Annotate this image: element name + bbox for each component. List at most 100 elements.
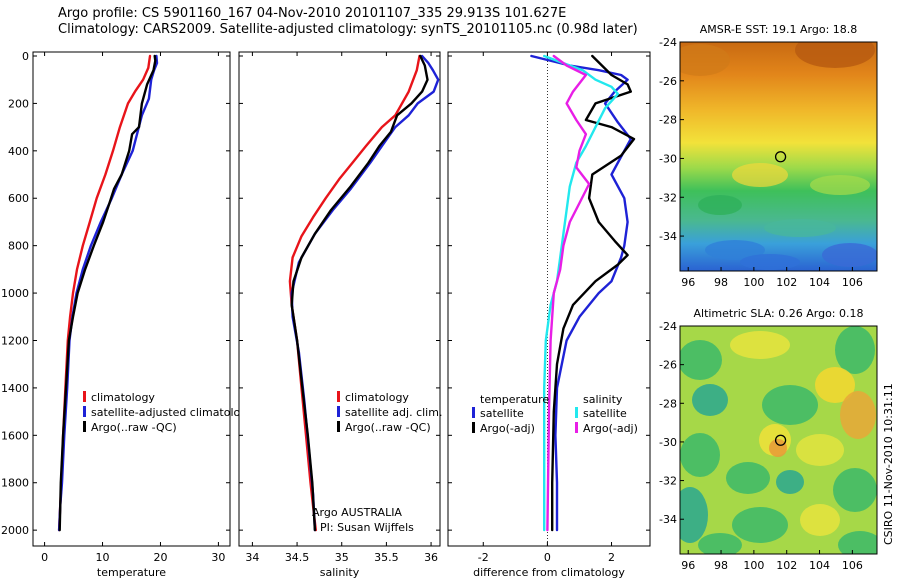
sla-patch (680, 487, 708, 543)
map-frame (679, 325, 878, 555)
x-axis-label: difference from climatology (473, 566, 625, 579)
x-tick-label: 2 (608, 551, 615, 564)
legend: climatology satellite adj. clim. Argo(..ra… (337, 391, 442, 434)
map-y-tick-label: -28 (659, 114, 677, 127)
sst-patch (822, 243, 877, 267)
map-y-tick-label: -30 (659, 152, 677, 165)
plot-frame (238, 51, 441, 547)
x-tick-label: 34 (245, 551, 259, 564)
legend-label: Argo(..raw -QC) (91, 421, 177, 434)
y-tick-label: 600 (8, 192, 29, 205)
map-y-tick-label: -30 (659, 436, 677, 449)
x-tick-label: 35 (335, 551, 349, 564)
map-y-tick-label: -34 (659, 230, 677, 243)
series-line-blue (530, 54, 632, 532)
profile-panel-3: -2 0 2 difference from climatology temperatu… (447, 51, 651, 579)
x-tick-label: 0 (41, 551, 48, 564)
legend-label: Argo(-adj) (583, 422, 638, 435)
sst-patch (698, 195, 742, 215)
y-tick-label: 0 (22, 50, 29, 63)
map-y-tick-label: -24 (659, 36, 677, 49)
x-tick-label: 36 (424, 551, 438, 564)
map-y-tick-label: -32 (659, 475, 677, 488)
sla-patch (726, 462, 770, 494)
map-y-tick-label: -26 (659, 359, 677, 372)
map-x-tick-label: 98 (714, 276, 728, 289)
map-x-tick-label: 96 (681, 276, 695, 289)
x-tick-label: -2 (478, 551, 489, 564)
map-x-tick-label: 96 (681, 559, 695, 572)
sst-patch (795, 42, 875, 68)
y-tick-label: 2000 (1, 524, 29, 537)
legend-swatch-magenta (575, 422, 578, 433)
argo-position-marker (774, 434, 787, 446)
x-axis-label: temperature (97, 566, 166, 579)
legend-swatch-black (83, 421, 86, 432)
x-tick-label: 10 (96, 551, 110, 564)
sla-patch (838, 531, 877, 554)
map-panel-sst: AMSR-E SST: 19.1 Argo: 18.8 96 98 100 102 104… (659, 23, 878, 289)
sst-patch (680, 44, 730, 76)
credit-line2: PI: Susan Wijffels (320, 521, 414, 534)
legend-label: satellite (583, 407, 627, 420)
legend-heading: temperature (480, 393, 549, 406)
x-axis-label: salinity (320, 566, 360, 579)
legend-swatch-black (337, 421, 340, 432)
y-tick-label: 1000 (1, 287, 29, 300)
sst-patch (705, 240, 765, 260)
map-y-tick-label: -32 (659, 191, 677, 204)
legend-swatch-blue (83, 406, 86, 417)
y-tick-label: 1400 (1, 382, 29, 395)
legend-label: satellite (480, 407, 524, 420)
legend-label: Argo(-adj) (480, 422, 535, 435)
map-y-tick-label: -24 (659, 320, 677, 333)
map-title: AMSR-E SST: 19.1 Argo: 18.8 (700, 23, 858, 36)
map-x-tick-label: 104 (809, 276, 830, 289)
legend-label: climatology (345, 391, 409, 404)
map-field (680, 42, 877, 271)
sla-patch (815, 367, 855, 403)
sla-patch (692, 384, 728, 416)
map-x-tick-label: 98 (714, 559, 728, 572)
argo-position-marker (774, 151, 787, 163)
map-x-tick-label: 102 (776, 559, 797, 572)
legend-swatch-red (337, 391, 340, 402)
y-tick-label: 1200 (1, 334, 29, 347)
x-tick-label: 30 (211, 551, 225, 564)
map-y-tick-label: -28 (659, 397, 677, 410)
sla-patch (796, 434, 844, 466)
sst-patch (732, 163, 788, 187)
map-frame (679, 41, 878, 272)
legend: climatology satellite-adjusted climatolog… (83, 391, 247, 434)
sst-patch (764, 219, 836, 237)
sla-patch (769, 439, 787, 457)
map-title: Altimetric SLA: 0.26 Argo: 0.18 (693, 307, 863, 320)
legend-swatch-black (472, 422, 475, 433)
legend-heading: salinity (583, 393, 623, 406)
sla-patch (835, 326, 875, 374)
map-x-tick-label: 100 (743, 559, 764, 572)
legend-label: satellite adj. clim. (345, 406, 442, 419)
x-tick-label: 35.5 (374, 551, 399, 564)
sla-patch (732, 507, 788, 543)
profile-panel-1: 0 10 20 30 temperature 0 200 400 600 800 1000 1200 1… (1, 50, 247, 579)
sst-patch (810, 175, 870, 195)
y-tick-label: 1800 (1, 477, 29, 490)
legend-label: Argo(..raw -QC) (345, 421, 431, 434)
sla-patch (833, 468, 877, 512)
y-tick-label: 200 (8, 97, 29, 110)
legend-swatch-blue (472, 407, 475, 418)
x-tick-label: 0 (544, 551, 551, 564)
y-tick-label: 400 (8, 145, 29, 158)
sla-patch (800, 504, 840, 536)
y-tick-label: 1600 (1, 429, 29, 442)
map-field (680, 326, 877, 554)
series-line-black (58, 54, 157, 532)
legend-label: satellite-adjusted climatolog (91, 406, 247, 419)
series-line-black (551, 54, 636, 532)
side-timestamp-label: CSIRO 11-Nov-2010 10:31:11 (882, 383, 895, 545)
figure-title-line2: Climatology: CARS2009. Satellite-adjuste… (58, 22, 638, 37)
series-line-cyan (543, 54, 620, 532)
profile-panel-2: 34 34.5 35 35.5 36 salinity climatology satelli… (238, 51, 442, 579)
